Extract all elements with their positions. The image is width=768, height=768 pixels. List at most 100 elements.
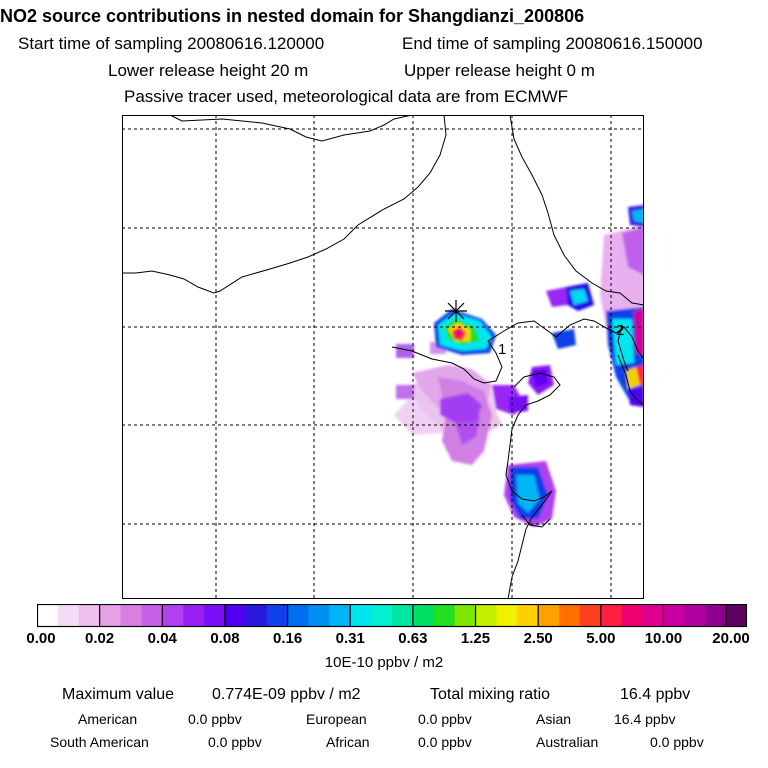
coastline [391,318,644,384]
colorbar-cell [705,604,727,627]
blob-cape-blue [552,329,576,349]
colorbar-cell [559,604,581,627]
colorbar-cell [78,604,101,627]
marker-stroke-d2 [447,302,465,320]
colorbar-unit: 10E-10 ppbv / m2 [324,654,444,671]
region-african-value: 0.0 ppbv [418,734,472,750]
blob-east-hot-yellow [626,367,640,389]
release-site-marker [445,300,467,322]
colorbar-tick-label: 10.00 [644,630,683,647]
colorbar-cell [99,604,122,627]
chart-title: NO2 source contributions in nested domai… [0,6,585,26]
coastline-east [617,354,644,406]
colorbar-cell [245,604,268,627]
colorbar-cell [183,604,205,627]
marker-label-1: 1 [498,341,506,358]
start-time-label: Start time of sampling 20080616.120000 [18,34,325,53]
colorbar-cell [433,604,456,627]
colorbar-cell [37,604,59,627]
region-american-name: American [78,711,138,727]
blob-east-top-cyan [632,209,644,223]
colorbar-tick-label: 20.00 [712,630,750,647]
blob-source-magenta [455,330,462,337]
max-value-label: Maximum value [62,686,175,703]
colorbar-cell [120,604,143,627]
total-mixing-label: Total mixing ratio [430,686,551,703]
colorbar-tick-label: 1.25 [460,630,491,647]
colorbar-tick-label: 2.50 [523,630,553,647]
colorbar-cell [371,604,393,627]
border-inner [122,115,447,294]
colorbar-cell [412,604,435,627]
border-east-low [617,324,629,372]
colorbar-cell [684,604,706,627]
colorbar-cell [726,604,747,627]
colorbar-tick-label: 0.02 [85,630,115,647]
colorbar-cell [496,604,518,627]
colorbar-cell [392,604,414,627]
region-australian-value: 0.0 ppbv [650,734,704,750]
region-asian-value: 16.4 ppbv [614,711,676,727]
blob-east-mid-cyan [612,319,634,365]
blob-mid-5 [508,395,528,413]
colorbar-cell [454,604,477,627]
colorbar-tick-label: 0.31 [335,630,365,647]
coastline-bay [505,372,561,502]
colorbar-tick-label: 0.16 [272,630,303,647]
colorbar-frame [37,604,747,628]
end-time-label: End time of sampling 20080616.150000 [402,34,703,53]
region-european-value: 0.0 ppbv [418,711,472,727]
concentration-field [394,205,644,527]
colorbar [37,604,747,628]
colorbar-cell [517,604,539,627]
region-south-american-value: 0.0 ppbv [208,734,262,750]
colorbar-cell [224,604,247,627]
region-african-name: African [326,734,370,750]
blob-south-cyan [516,475,540,513]
blob-east-low [628,387,644,407]
upper-height-label: Upper release height 0 m [404,61,595,80]
colorbar-cell [475,604,498,627]
map-plot: 1 2 [122,115,644,599]
region-asian-name: Asian [536,711,572,727]
colorbar-cell [579,604,602,627]
border-mongolia [169,115,413,142]
region-american-value: 0.0 ppbv [188,711,242,727]
blob-ne-purple [546,287,568,307]
colorbar-cell [600,604,623,627]
spot-a [396,344,414,358]
spot-b [396,385,414,399]
colorbar-cell [663,604,685,627]
colorbar-cells [37,604,747,627]
marker-label-2: 2 [616,322,624,339]
region-australian-name: Australian [536,734,599,750]
colorbar-cell [350,604,372,627]
colorbar-cell [538,604,560,627]
lower-height-label: Lower release height 20 m [108,61,309,80]
colorbar-tick-label: 0.04 [147,630,177,647]
max-value: 0.774E-09 ppbv / m2 [212,686,361,703]
border-east [509,115,644,306]
tracer-note: Passive tracer used, meteorological data… [124,87,569,106]
blob-east-magenta [634,309,644,355]
colorbar-ticks [37,604,727,627]
colorbar-cell [287,604,310,627]
boundaries [122,115,644,599]
map-frame [122,115,644,599]
colorbar-cell [204,604,226,627]
colorbar-cell [642,604,665,627]
colorbar-tick-label: 0.63 [398,630,428,647]
coastline-south [507,490,553,599]
blob-mid-1 [440,393,482,423]
region-south-american-name: South American [50,734,149,750]
map-background [122,115,644,599]
colorbar-cell [266,604,289,627]
colorbar-tick-label: 0.00 [26,630,56,647]
blob-ne-cyan [570,289,588,305]
graticule [122,115,644,599]
blob-east-violet [622,227,644,275]
colorbar-cell [308,604,330,627]
colorbar-cell [162,604,184,627]
colorbar-tick-label: 0.08 [210,630,240,647]
border-south [521,514,551,528]
